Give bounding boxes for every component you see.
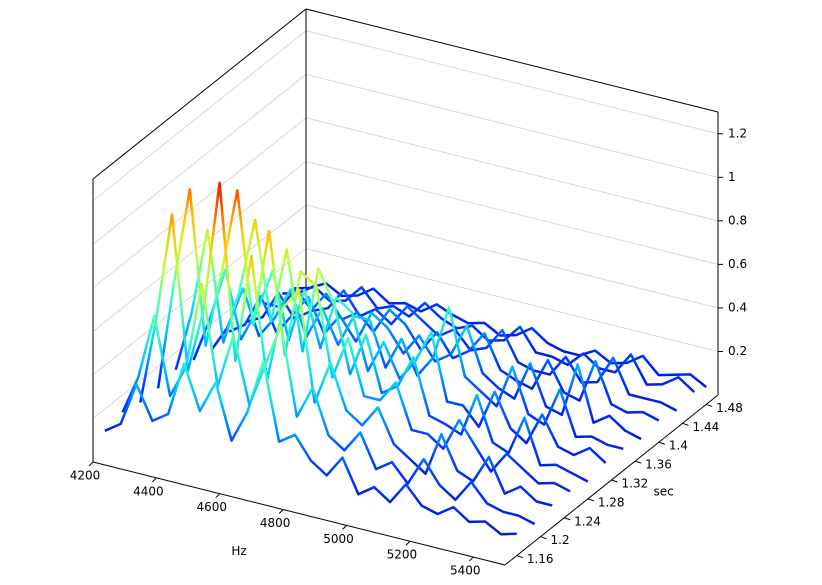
x-tick: [342, 525, 347, 530]
grid-line: [305, 30, 719, 135]
trace: [139, 181, 553, 507]
trace: [192, 268, 607, 464]
z-tick-label: 0.4: [728, 300, 747, 314]
trace: [121, 282, 536, 526]
grid-line: [92, 73, 307, 245]
grid-line: [305, 247, 719, 352]
grid-line: [92, 160, 307, 332]
z-tick-label: 0.6: [728, 257, 747, 271]
y-tick-label: 1.48: [716, 401, 743, 415]
grid-line: [305, 160, 719, 265]
x-tick-label: 5200: [387, 548, 418, 562]
x-axis: [92, 461, 506, 566]
x-tick: [88, 461, 94, 467]
axis-edge: [305, 8, 719, 113]
y-tick: [611, 479, 618, 483]
grid-line: [305, 117, 719, 222]
x-tick-label: 5400: [450, 564, 481, 578]
grid-line: [305, 73, 719, 178]
x-tick-label: 4400: [133, 484, 164, 498]
y-tick-label: 1.2: [551, 533, 570, 547]
trace: [246, 291, 660, 422]
y-tick: [564, 517, 571, 521]
grid-line: [92, 30, 307, 202]
y-tick: [635, 460, 642, 464]
y-tick-label: 1.44: [693, 420, 720, 434]
trace: [156, 188, 571, 493]
y-tick-label: 1.28: [598, 495, 625, 509]
trace: [174, 218, 589, 483]
z-tick-label: 1.2: [728, 126, 747, 140]
x-tick: [215, 493, 221, 499]
y-tick: [540, 536, 547, 540]
axis-edge: [92, 8, 307, 180]
grid-line: [92, 117, 307, 289]
y-tick-label: 1.16: [527, 552, 554, 566]
x-tick: [278, 509, 284, 514]
x-tick-label: 4200: [70, 469, 101, 483]
x-tick-label: 5000: [323, 532, 354, 546]
x-tick: [468, 556, 474, 562]
y-tick: [682, 422, 689, 426]
y-tick-label: 1.4: [669, 439, 688, 453]
x-tick-label: 4600: [196, 500, 227, 514]
x-tick-label: 4800: [260, 516, 291, 530]
x-tick: [152, 477, 157, 483]
z-tick-label: 0.8: [728, 213, 747, 227]
y-tick: [658, 441, 665, 445]
grid-line: [305, 204, 719, 309]
x-axis-label: Hz: [231, 544, 246, 558]
z-tick-label: 0.2: [728, 344, 747, 358]
x-tick: [405, 540, 411, 546]
y-tick-label: 1.24: [574, 514, 601, 528]
z-tick-label: 1: [728, 170, 736, 184]
y-tick: [587, 498, 594, 502]
y-tick-label: 1.36: [645, 458, 672, 472]
y-tick: [706, 403, 713, 407]
trace: [294, 281, 707, 388]
y-axis-label: sec: [654, 485, 674, 499]
y-tick-label: 1.32: [622, 477, 649, 491]
y-tick: [516, 555, 523, 559]
trace: [104, 360, 517, 536]
